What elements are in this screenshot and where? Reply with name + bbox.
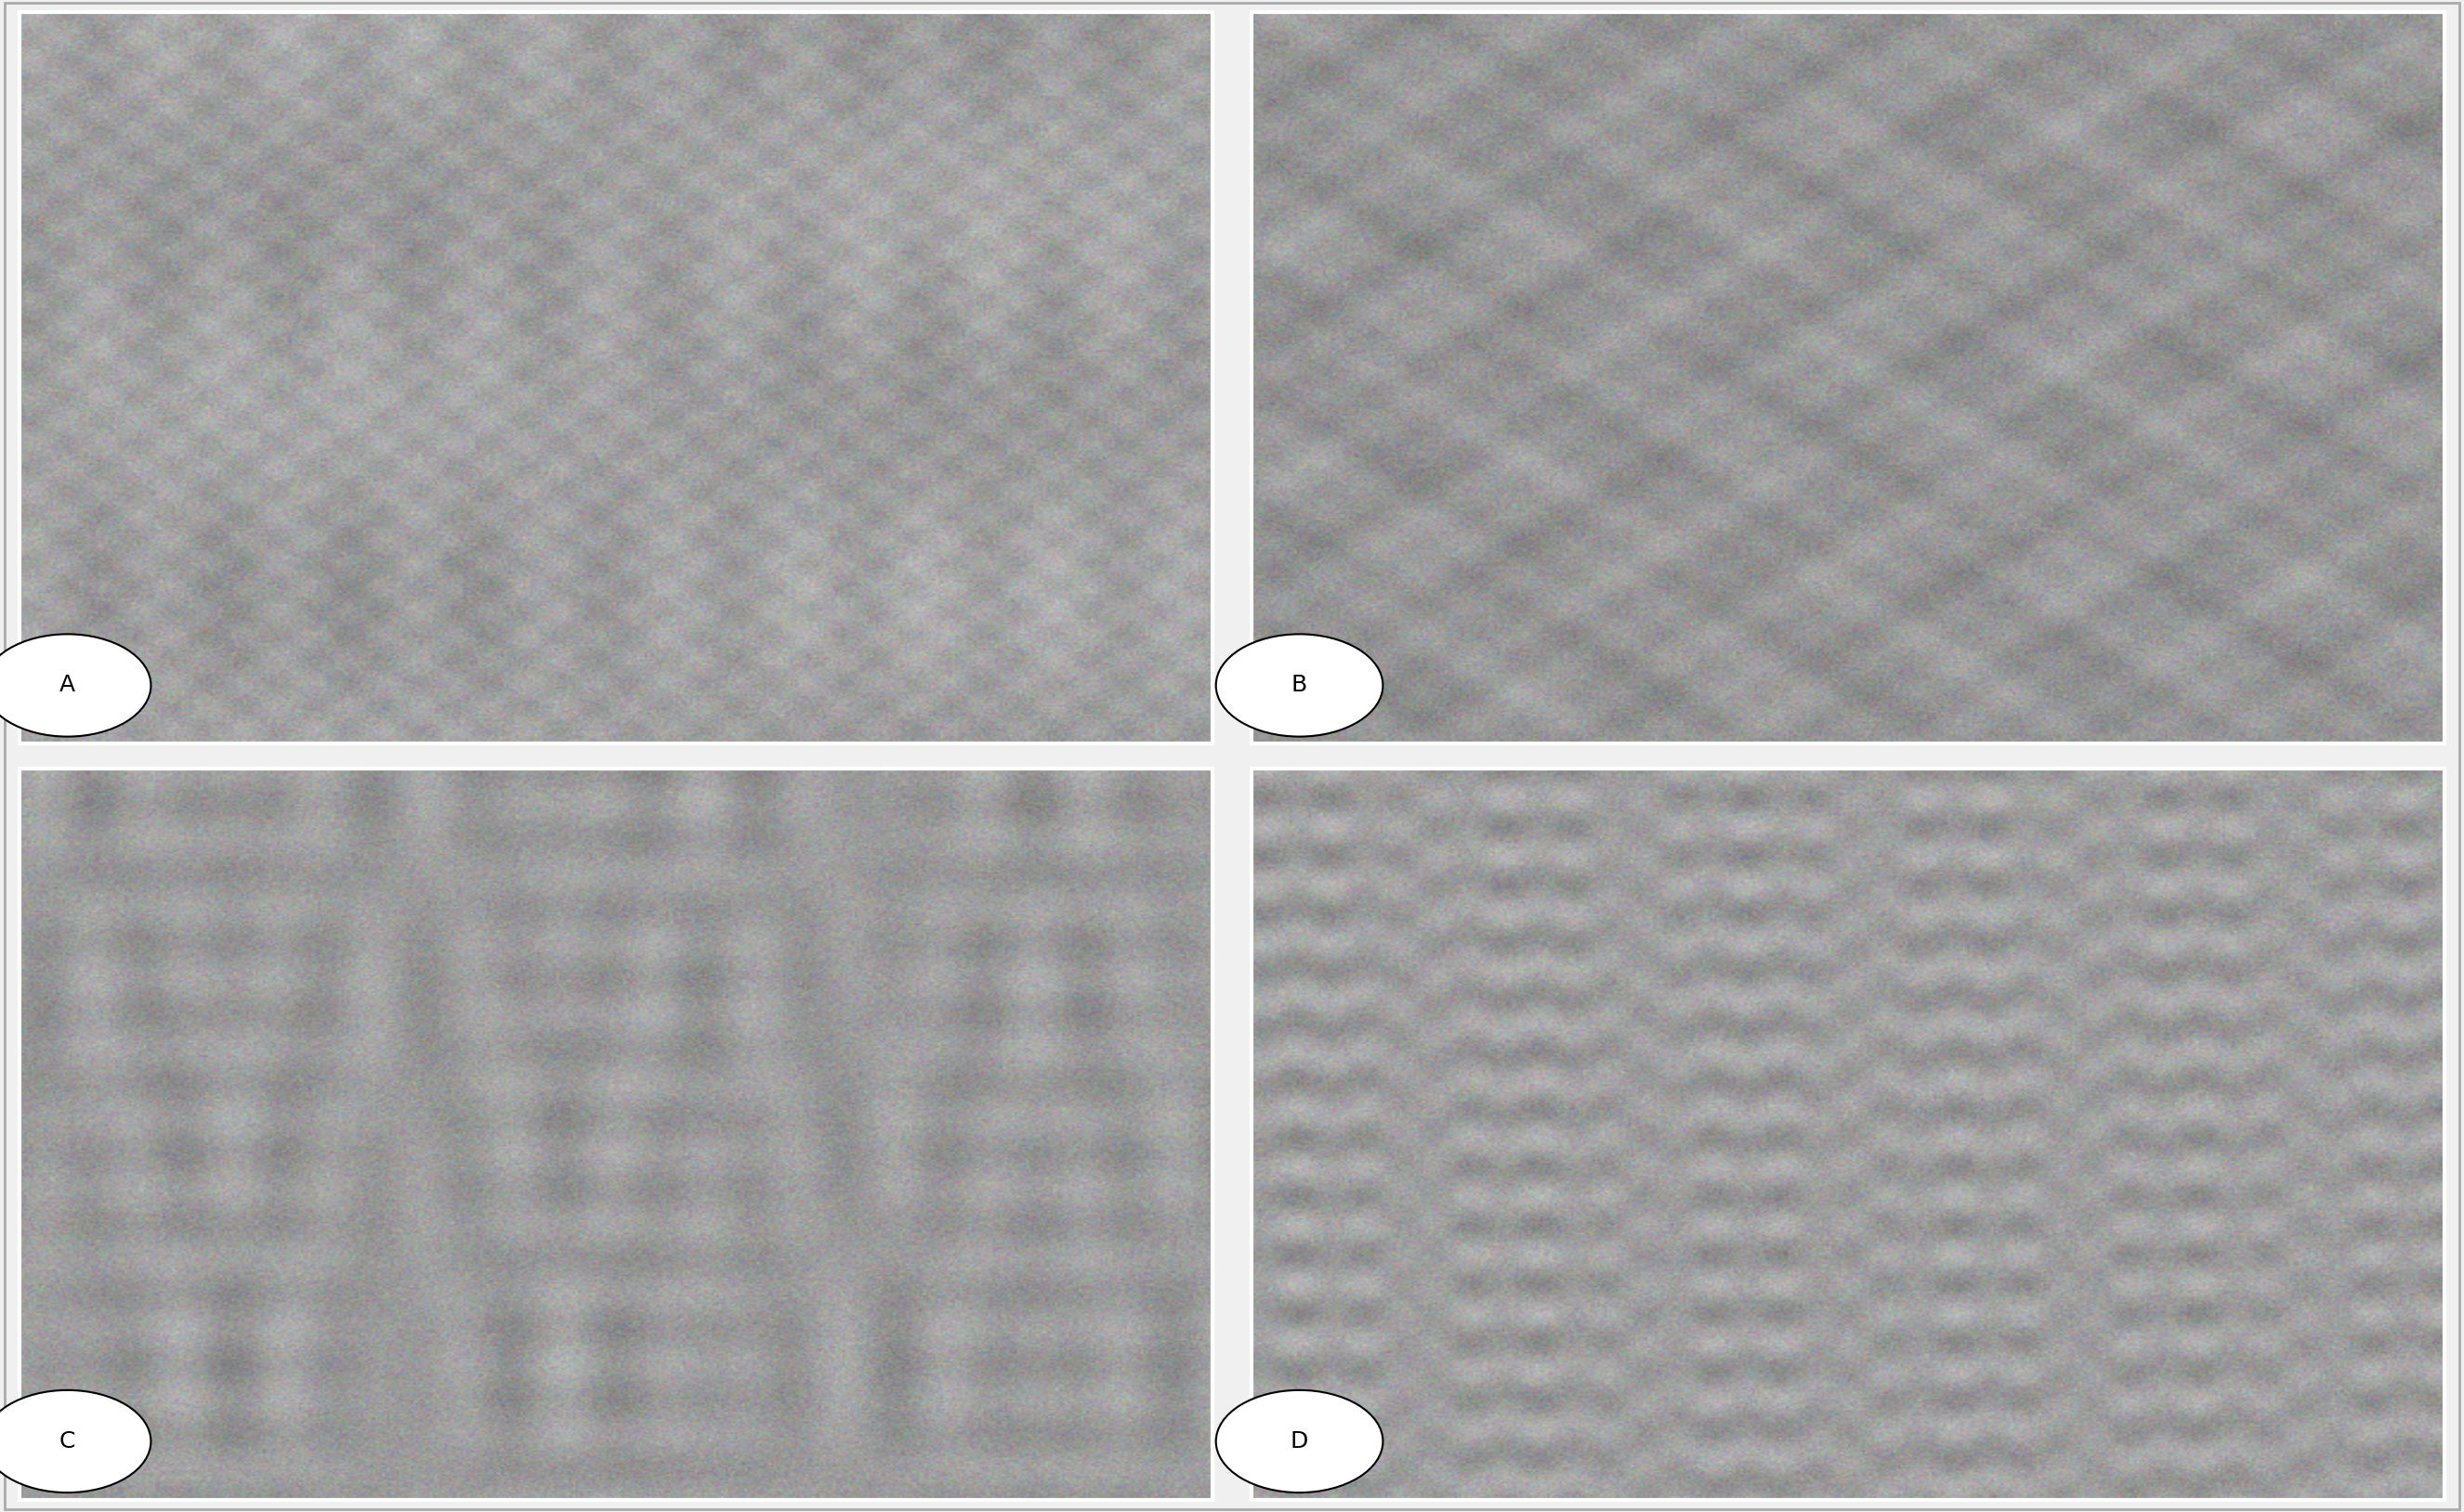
Circle shape — [1215, 1390, 1382, 1492]
Text: D: D — [1291, 1430, 1308, 1453]
Circle shape — [0, 1390, 150, 1492]
Circle shape — [1215, 634, 1382, 736]
Text: B: B — [1291, 674, 1308, 697]
Text: C: C — [59, 1430, 76, 1453]
Circle shape — [0, 634, 150, 736]
Text: A: A — [59, 674, 76, 697]
